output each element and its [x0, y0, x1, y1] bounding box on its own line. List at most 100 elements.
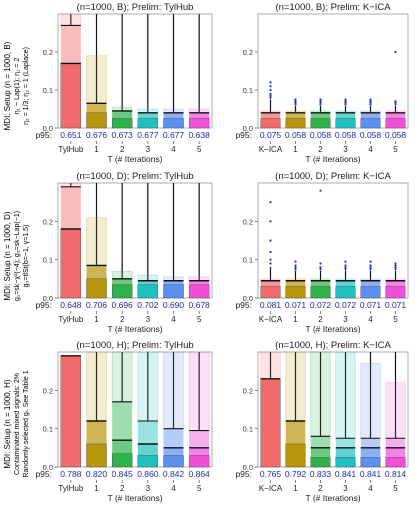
- panel-0: (n=1000, B); Prelim: TylHub 0.0 0.1 0.2 0.65…: [35, 2, 213, 164]
- bar-lower-band: [163, 280, 184, 285]
- bar-lower-band: [285, 421, 306, 444]
- outlier-point: [394, 266, 397, 269]
- bar: [360, 457, 381, 468]
- bar-group: [360, 260, 381, 299]
- chart-panels: (n=1000, B); Prelim: TylHub 0.0 0.1 0.2 0.65…: [35, 2, 409, 503]
- bar-band: [60, 25, 81, 64]
- p95-value: 0.677: [163, 130, 185, 140]
- x-tick-label: 1: [94, 145, 99, 154]
- bar-group: [111, 14, 133, 129]
- bar: [310, 457, 331, 468]
- x-axis-label: T (# Iterations): [305, 493, 360, 503]
- p95-value: 0.071: [385, 300, 407, 310]
- bar-group: [360, 98, 381, 129]
- bar-group: [60, 13, 82, 129]
- outlier-point: [344, 98, 347, 101]
- y-tick-label: 0.1: [243, 256, 253, 265]
- bar-envelope: [86, 217, 107, 266]
- row-label-d-line2: g₁=sk−χ²(−4); g₂=sk−Lap(−1): [14, 211, 21, 301]
- bar: [60, 228, 82, 299]
- bar-group: [86, 351, 107, 468]
- p95-value: 0.792: [285, 469, 307, 479]
- bar-lower-band: [112, 440, 133, 454]
- x-tick-label: 2: [120, 315, 125, 324]
- y-tick-label: 0.1: [43, 86, 53, 95]
- bar-group: [163, 183, 184, 299]
- bar-group: [310, 189, 331, 299]
- y-tick-label: 0.2: [243, 217, 253, 226]
- bar-group: [335, 260, 356, 299]
- bar-lower-band: [285, 112, 306, 119]
- panel-3: (n=1000, D); Prelim: K−ICA 0.0 0.1 0.2 0.081…: [235, 171, 409, 334]
- bar-lower-band: [335, 280, 356, 287]
- p95-value: 0.058: [285, 130, 307, 140]
- x-tick-label: 1: [293, 145, 298, 154]
- bar-group: [163, 351, 184, 468]
- outlier-point: [269, 96, 272, 99]
- bar-lower-band: [335, 112, 356, 119]
- panel-title: (n=1000, D); Prelim: K−ICA: [275, 171, 391, 182]
- x-tick-label: TylHub: [58, 484, 83, 493]
- bar-lower-band: [112, 110, 133, 119]
- x-tick-label: TylHub: [58, 145, 83, 154]
- bar-envelope: [137, 274, 159, 282]
- bar: [385, 457, 406, 468]
- x-tick-label: 5: [197, 315, 202, 324]
- outlier-point: [369, 101, 372, 105]
- bar-lower-band: [189, 112, 210, 119]
- panel-title: (n=1000, B); Prelim: TylHub: [77, 2, 194, 13]
- bar: [360, 118, 381, 129]
- outlier-point: [394, 264, 397, 267]
- outlier-point: [344, 103, 347, 106]
- outlier-point: [369, 264, 372, 267]
- row-label-b-line2: η₁ ~ Lap(1); η₁ = 2: [14, 58, 21, 115]
- panel-title: (n=1000, H); Prelim: TylHub: [76, 340, 193, 351]
- outlier-point: [369, 98, 372, 101]
- bar: [285, 286, 306, 299]
- x-tick-label: K−ICA: [259, 484, 283, 493]
- x-tick-label: 5: [393, 315, 398, 324]
- p95-value: 0.058: [385, 130, 407, 140]
- bar-envelope: [360, 363, 381, 439]
- x-tick-label: 3: [146, 315, 151, 324]
- outlier-point: [344, 100, 347, 103]
- x-axis-label: T (# Iterations): [107, 324, 162, 334]
- bar-envelope: [86, 351, 107, 422]
- p95-value: 0.788: [60, 469, 82, 479]
- p95-value: 0.651: [60, 130, 82, 140]
- bar: [260, 378, 281, 468]
- bar: [335, 286, 356, 299]
- p95-value: 0.842: [163, 469, 185, 479]
- x-axis-label: T (# Iterations): [305, 154, 360, 164]
- p95-value: 0.081: [260, 300, 282, 310]
- outlier-point: [319, 262, 322, 265]
- y-tick-label: 0.1: [243, 425, 253, 434]
- bar-group: [385, 352, 406, 468]
- p95-value: 0.845: [112, 469, 134, 479]
- row-label-d-line3: g₃=tlSt(b=−1, γ=1.5): [23, 225, 30, 288]
- bar: [335, 118, 356, 129]
- x-tick-label: 5: [393, 145, 398, 154]
- bar-envelope: [86, 55, 107, 104]
- bar-lower-band: [310, 112, 331, 119]
- outlier-point: [369, 260, 372, 263]
- bar: [111, 453, 133, 468]
- panel-1: (n=1000, B); Prelim: K−ICA 0.0 0.1 0.2 0.075…: [235, 2, 409, 164]
- outlier-point: [344, 267, 347, 270]
- plot-frame: [257, 13, 409, 129]
- p95-value: 0.075: [260, 130, 282, 140]
- outlier-point: [269, 250, 272, 254]
- outlier-point: [369, 103, 372, 106]
- bar-lower-band: [137, 280, 158, 285]
- x-tick-label: 2: [318, 315, 323, 324]
- p95-value: 0.702: [137, 300, 159, 310]
- bar-lower-band: [137, 112, 158, 119]
- bar-envelope: [60, 182, 82, 188]
- x-tick-label: 3: [146, 145, 151, 154]
- outlier-point: [269, 88, 272, 92]
- p95-value: 0.673: [112, 130, 134, 140]
- y-tick-label: 0.0: [243, 294, 253, 303]
- bar: [310, 118, 331, 129]
- bar-lower-band: [163, 447, 184, 456]
- bar-lower-band: [86, 265, 107, 279]
